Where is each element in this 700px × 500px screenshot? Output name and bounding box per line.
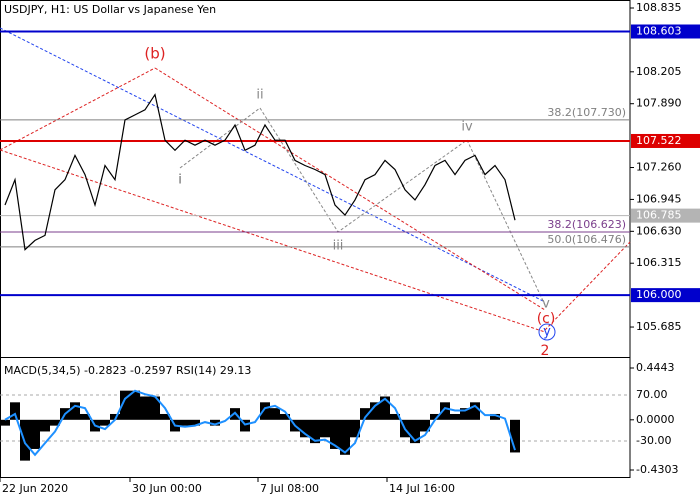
histogram-bar	[340, 419, 350, 455]
wave-label: iv	[461, 120, 473, 135]
y2-tick-label: 70.00	[636, 388, 668, 401]
wave-label: y	[543, 325, 551, 340]
histogram-bar	[120, 390, 130, 420]
signal-line	[4, 389, 516, 457]
histogram-bar	[460, 408, 470, 420]
trend-line	[0, 27, 546, 303]
indicator-title: MACD(5,34,5) -0.2823 -0.2597 RSI(14) 29.…	[4, 364, 251, 377]
histogram-bar	[510, 419, 520, 453]
x-tick-label: 30 Jun 00:00	[132, 482, 202, 495]
frame	[0, 0, 631, 478]
price-box-label: 106.000	[636, 288, 682, 301]
histogram-bar	[440, 402, 450, 420]
histogram-bar	[50, 419, 60, 426]
histogram-bar	[450, 413, 460, 420]
histogram-bar	[40, 419, 50, 432]
histogram-bar	[260, 402, 270, 420]
price-box-label: 107.522	[636, 134, 682, 147]
price-box-label: 106.785	[636, 209, 682, 222]
histogram-bar	[420, 419, 430, 432]
histogram-bar	[370, 402, 380, 420]
y-tick-label: 107.260	[636, 161, 682, 174]
price-box	[631, 288, 700, 303]
histogram-bar	[130, 390, 140, 420]
histogram-bar	[140, 396, 150, 420]
wave-label: (c)	[537, 311, 556, 327]
fib-label: 38.2(107.730)	[547, 106, 626, 119]
y-tick-label: 105.685	[636, 320, 682, 333]
chart-title: USDJPY, H1: US Dollar vs Japanese Yen	[4, 3, 216, 16]
histogram-bar	[100, 419, 110, 426]
fib-label: 38.2(106.623)	[547, 218, 626, 231]
wave-label: 2	[541, 343, 550, 359]
wave-label: ii	[256, 88, 263, 103]
histogram-bar	[360, 408, 370, 420]
histogram-bar	[180, 419, 190, 426]
wave-label: i	[178, 173, 182, 188]
price-box	[631, 208, 700, 223]
histogram-bar	[80, 413, 90, 420]
wave-label: (b)	[144, 45, 165, 63]
price-line	[4, 93, 516, 251]
histogram-bar	[350, 419, 360, 438]
histogram-bar	[150, 396, 160, 420]
fib-label: 50.0(106.476)	[547, 233, 626, 246]
trend-line	[544, 241, 631, 331]
price-box	[631, 24, 700, 39]
trend-line	[0, 149, 546, 333]
histogram-bar	[270, 408, 280, 420]
histogram-bar	[390, 413, 400, 420]
histogram-bar	[160, 413, 170, 420]
histogram-bar	[330, 419, 340, 449]
histogram-bar	[10, 402, 20, 420]
histogram-bar	[310, 419, 320, 444]
histogram-bar	[110, 413, 120, 420]
histogram-bar	[490, 413, 500, 420]
price-box	[631, 133, 700, 148]
y-tick-label: 0.4443	[636, 361, 675, 374]
wave-circle	[538, 323, 556, 341]
y-tick-label: 106.945	[636, 192, 682, 205]
histogram-bar	[70, 402, 80, 420]
y-tick-label: 108.835	[636, 1, 682, 14]
histogram-bar	[240, 419, 250, 432]
y-tick-label: -0.4303	[636, 463, 678, 476]
histogram-bar	[470, 402, 480, 420]
price-box-label: 108.603	[636, 24, 682, 37]
y-tick-label: 106.315	[636, 256, 682, 269]
histogram-bar	[210, 419, 220, 426]
x-tick-label: 7 Jul 08:00	[260, 482, 319, 495]
y-tick-label: 108.205	[636, 65, 682, 78]
y-tick-label: 106.630	[636, 224, 682, 237]
wave-label: v	[542, 297, 550, 312]
x-tick-label: 14 Jul 16:00	[389, 482, 455, 495]
wave-label: iii	[333, 239, 344, 254]
histogram-bar	[300, 419, 310, 438]
histogram-bar	[410, 419, 420, 444]
y-tick-label: 107.890	[636, 97, 682, 110]
histogram-bar	[320, 419, 330, 438]
x-tick-label: 22 Jun 2020	[2, 482, 68, 495]
y2-tick-label: -30.00	[636, 434, 671, 447]
histogram-bar	[0, 419, 10, 426]
trend-line	[154, 67, 546, 311]
histogram-bar	[190, 419, 200, 426]
histogram-bar	[280, 413, 290, 420]
histogram-bar	[430, 413, 440, 420]
histogram-bar	[30, 419, 40, 449]
y-tick-label: 0.0000	[636, 413, 675, 426]
trend-line	[0, 67, 156, 151]
histogram-bar	[380, 396, 390, 420]
